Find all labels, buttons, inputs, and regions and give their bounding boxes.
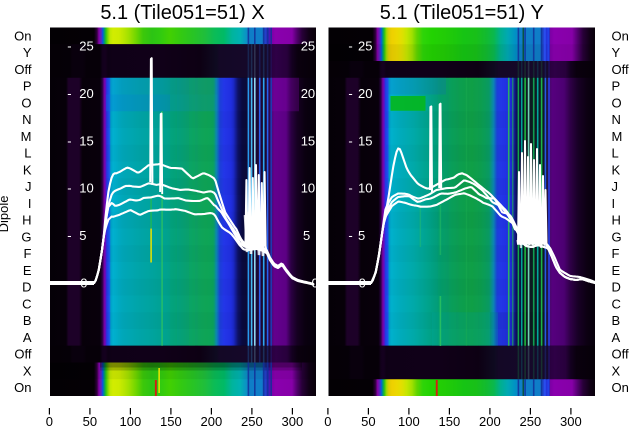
- svg-text:0: 0: [46, 414, 53, 429]
- svg-text:Y: Y: [23, 45, 32, 60]
- svg-text:10: 10: [301, 181, 315, 196]
- svg-text:P: P: [612, 79, 621, 94]
- svg-text:F: F: [612, 246, 620, 261]
- svg-text:D: D: [612, 280, 621, 295]
- svg-text:-: -: [67, 86, 71, 101]
- svg-text:50: 50: [83, 414, 97, 429]
- svg-text:X: X: [23, 364, 32, 379]
- svg-text:25: 25: [79, 38, 93, 53]
- svg-text:-: -: [67, 133, 71, 148]
- svg-text:15: 15: [79, 133, 93, 148]
- svg-text:O: O: [21, 96, 31, 111]
- svg-text:-: -: [348, 133, 352, 148]
- svg-text:J: J: [612, 179, 619, 194]
- svg-text:Off: Off: [612, 62, 629, 77]
- svg-text:F: F: [24, 246, 32, 261]
- svg-text:150: 150: [439, 414, 461, 429]
- svg-text:25: 25: [358, 38, 372, 53]
- svg-text:Off: Off: [14, 62, 31, 77]
- svg-text:E: E: [612, 263, 621, 278]
- svg-text:-: -: [67, 38, 71, 53]
- svg-text:J: J: [25, 179, 32, 194]
- svg-text:15: 15: [301, 133, 315, 148]
- svg-text:300: 300: [560, 414, 582, 429]
- svg-text:P: P: [23, 79, 32, 94]
- svg-text:D: D: [22, 280, 31, 295]
- svg-text:-: -: [348, 86, 352, 101]
- svg-text:On: On: [612, 380, 629, 395]
- svg-text:K: K: [612, 163, 621, 178]
- svg-text:100: 100: [398, 414, 420, 429]
- svg-text:5: 5: [358, 228, 365, 243]
- svg-text:10: 10: [358, 181, 372, 196]
- svg-text:I: I: [612, 196, 616, 211]
- svg-text:150: 150: [160, 414, 182, 429]
- svg-text:250: 250: [241, 414, 263, 429]
- svg-text:Y: Y: [612, 45, 621, 60]
- svg-text:I: I: [28, 196, 32, 211]
- svg-text:M: M: [21, 129, 32, 144]
- svg-text:200: 200: [479, 414, 501, 429]
- svg-text:-: -: [348, 228, 352, 243]
- svg-text:0: 0: [324, 414, 331, 429]
- svg-text:20: 20: [79, 86, 93, 101]
- svg-text:A: A: [612, 330, 621, 345]
- svg-text:L: L: [612, 146, 619, 161]
- svg-text:-: -: [348, 38, 352, 53]
- svg-text:0: 0: [80, 276, 87, 291]
- svg-text:X: X: [612, 364, 621, 379]
- svg-text:-: -: [348, 181, 352, 196]
- svg-text:On: On: [14, 380, 31, 395]
- svg-text:50: 50: [361, 414, 375, 429]
- svg-text:E: E: [23, 263, 32, 278]
- svg-text:O: O: [612, 96, 622, 111]
- svg-text:A: A: [23, 330, 32, 345]
- svg-text:C: C: [22, 297, 31, 312]
- svg-text:Dipole: Dipole: [0, 196, 11, 233]
- svg-text:On: On: [14, 29, 31, 44]
- svg-text:H: H: [612, 213, 621, 228]
- svg-text:Off: Off: [14, 347, 31, 362]
- svg-text:M: M: [612, 129, 623, 144]
- svg-text:On: On: [612, 29, 629, 44]
- svg-text:100: 100: [120, 414, 142, 429]
- svg-text:0: 0: [312, 276, 319, 291]
- svg-text:20: 20: [301, 86, 315, 101]
- svg-text:5: 5: [303, 228, 310, 243]
- svg-text:K: K: [23, 163, 32, 178]
- svg-text:5: 5: [79, 228, 86, 243]
- svg-text:15: 15: [358, 133, 372, 148]
- svg-text:-: -: [67, 181, 71, 196]
- svg-text:N: N: [22, 112, 31, 127]
- svg-text:20: 20: [358, 86, 372, 101]
- svg-text:L: L: [24, 146, 31, 161]
- svg-text:-: -: [67, 228, 71, 243]
- svg-text:B: B: [612, 313, 621, 328]
- svg-text:25: 25: [301, 38, 315, 53]
- svg-text:5.1 (Tile051=51) X: 5.1 (Tile051=51) X: [100, 2, 264, 24]
- svg-text:N: N: [612, 112, 621, 127]
- svg-text:Off: Off: [612, 347, 629, 362]
- svg-text:G: G: [21, 230, 31, 245]
- svg-text:H: H: [22, 213, 31, 228]
- svg-text:200: 200: [201, 414, 223, 429]
- svg-text:G: G: [612, 230, 622, 245]
- svg-text:0: 0: [359, 276, 366, 291]
- svg-text:5.1 (Tile051=51) Y: 5.1 (Tile051=51) Y: [380, 2, 544, 24]
- svg-text:C: C: [612, 297, 621, 312]
- svg-text:250: 250: [520, 414, 542, 429]
- svg-text:300: 300: [282, 414, 304, 429]
- svg-text:10: 10: [79, 181, 93, 196]
- svg-text:B: B: [23, 313, 32, 328]
